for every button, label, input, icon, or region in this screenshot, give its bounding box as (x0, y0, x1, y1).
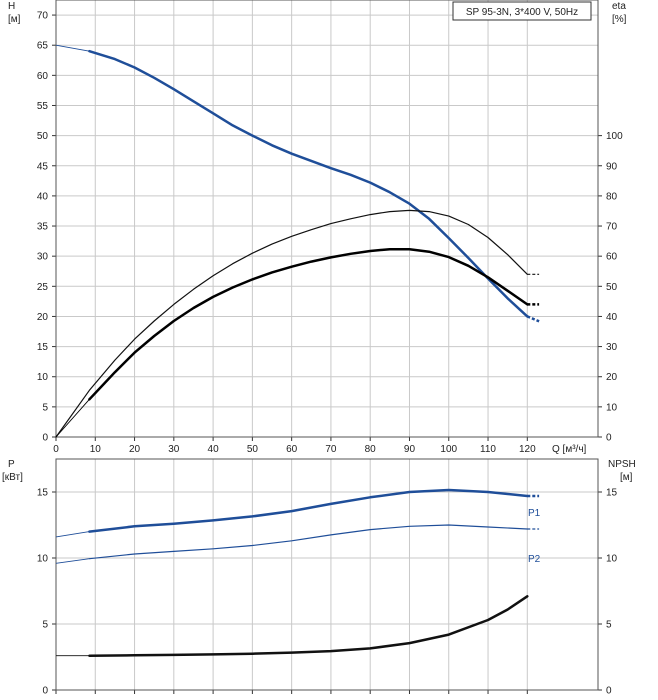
x-tick-label: 0 (53, 444, 59, 455)
y-left-tick-label: 50 (37, 131, 49, 142)
y-right-tick-label: 50 (606, 282, 618, 293)
series-0-2-extrapolation (55, 399, 90, 438)
y-right-tick-label: 10 (606, 402, 618, 413)
x-tick-label: 100 (440, 444, 457, 455)
y-left-tick-label: 20 (37, 312, 49, 323)
y-right-tick-label: 70 (606, 222, 618, 233)
y-right-tick-label: 0 (606, 686, 612, 697)
series-label-p2: P2 (528, 554, 541, 565)
series-1-2-curve (88, 595, 529, 657)
npsh-axis-unit: [м] (620, 472, 633, 483)
x-tick-label: 20 (129, 444, 141, 455)
eta-axis-unit: [%] (612, 14, 627, 25)
y-left-tick-label: 0 (42, 686, 48, 697)
y-right-tick-label: 100 (606, 131, 623, 142)
x-tick-label: 120 (519, 444, 536, 455)
y-right-tick-label: 10 (606, 554, 618, 565)
x-tick-label: 60 (286, 444, 298, 455)
series-1-0-extrapolation (55, 531, 90, 538)
y-right-tick-label: 15 (606, 488, 618, 499)
y-right-tick-label: 80 (606, 191, 618, 202)
y-right-tick-label: 0 (606, 433, 612, 444)
npsh-axis-name: NPSH (608, 459, 636, 470)
series-label-p1: P1 (528, 508, 541, 519)
curves (55, 44, 540, 657)
p-axis-name: P (8, 459, 15, 470)
tick-labels: 0 10 20 30 40 50 60 70 80 90 100 110 120051015202530… (37, 11, 623, 697)
x-tick-label: 80 (365, 444, 377, 455)
y-left-tick-label: 10 (37, 372, 49, 383)
y-left-tick-label: 30 (37, 252, 49, 263)
x-tick-label: 90 (404, 444, 416, 455)
grid (55, 0, 598, 691)
x-tick-label: 10 (90, 444, 102, 455)
chart-title: SP 95-3N, 3*400 V, 50Hz (466, 7, 578, 18)
y-right-tick-label: 5 (606, 620, 612, 631)
y-right-tick-label: 30 (606, 342, 618, 353)
y-left-tick-label: 25 (37, 282, 49, 293)
y-left-tick-label: 5 (42, 402, 48, 413)
y-right-tick-label: 40 (606, 312, 618, 323)
series-0-0-dashed-tail (526, 315, 540, 323)
y-left-tick-label: 15 (37, 342, 49, 353)
y-left-tick-label: 55 (37, 101, 49, 112)
y-left-tick-label: 65 (37, 41, 49, 52)
x-tick-label: 110 (480, 444, 496, 455)
x-axis-label: Q [м³/ч] (552, 444, 587, 455)
p-axis-unit: [кВт] (2, 472, 23, 483)
x-tick-label: 70 (325, 444, 337, 455)
y-right-tick-label: 60 (606, 252, 618, 263)
series-0-0-curve (88, 49, 529, 318)
h-axis-unit: [м] (8, 14, 21, 25)
y-left-tick-label: 70 (37, 11, 49, 22)
y-left-tick-label: 10 (37, 554, 49, 565)
h-axis-name: H (8, 1, 15, 12)
y-left-tick-label: 35 (37, 222, 49, 233)
y-left-tick-label: 15 (37, 488, 49, 499)
title-box: SP 95-3N, 3*400 V, 50Hz (452, 1, 592, 21)
x-tick-label: 30 (168, 444, 180, 455)
series-0-0-extrapolation (55, 44, 90, 52)
x-tick-label: 50 (247, 444, 259, 455)
y-left-tick-label: 60 (37, 71, 49, 82)
x-tick-label: 40 (208, 444, 220, 455)
power-npsh-plot-frame (55, 458, 599, 691)
y-left-tick-label: 0 (42, 433, 48, 444)
head-eta-plot-frame (55, 0, 599, 438)
y-right-tick-label: 20 (606, 372, 618, 383)
y-right-tick-label: 90 (606, 161, 618, 172)
series-1-0-curve (88, 488, 529, 533)
series-1-1-extrapolation (55, 558, 90, 564)
y-left-tick-label: 45 (37, 161, 49, 172)
eta-axis-name: eta (612, 1, 626, 12)
series-0-1-curve (55, 209, 528, 438)
series-1-1-curve (88, 524, 528, 560)
y-left-tick-label: 5 (42, 620, 48, 631)
series-0-2-curve (88, 247, 529, 401)
y-left-tick-label: 40 (37, 191, 49, 202)
chart-frames (52, 0, 602, 694)
